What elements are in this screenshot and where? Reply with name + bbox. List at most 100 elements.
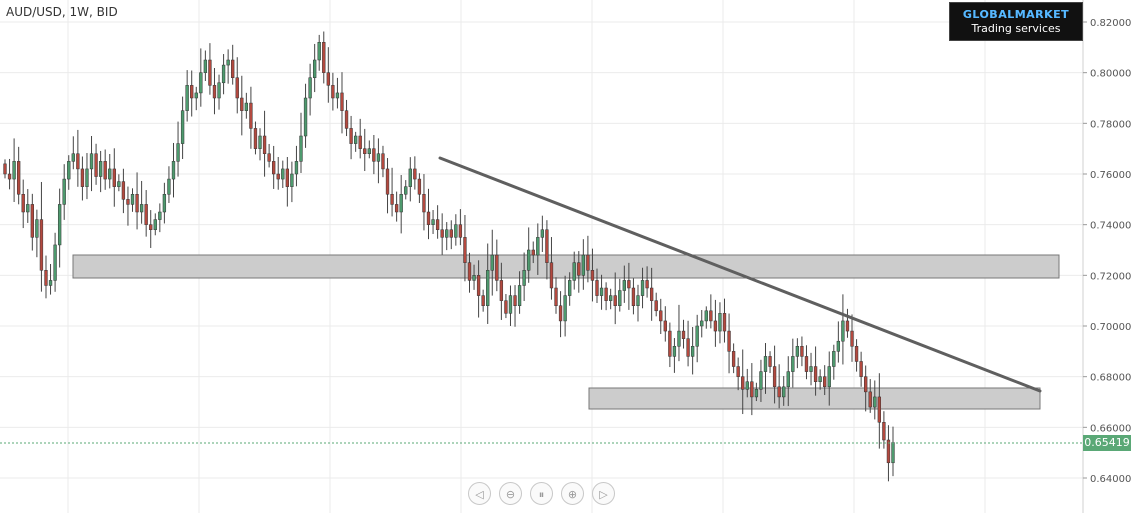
candle xyxy=(845,308,850,338)
candle xyxy=(85,153,89,200)
candle xyxy=(312,43,317,93)
candle xyxy=(57,188,62,268)
candle xyxy=(299,112,303,173)
candle xyxy=(267,143,271,168)
candle-body-bullish xyxy=(809,366,813,372)
candle-body-bearish xyxy=(463,237,467,263)
candle-body-bearish xyxy=(604,287,608,301)
candle-body-bullish xyxy=(53,244,57,281)
candle xyxy=(340,72,344,134)
candle-body-bearish xyxy=(595,280,599,296)
candle-body-bullish xyxy=(194,92,198,99)
candle-body-bullish xyxy=(704,310,708,322)
candle-body-bearish xyxy=(3,163,7,175)
candle xyxy=(695,314,699,363)
candle xyxy=(622,265,626,303)
candle-body-bearish xyxy=(586,254,590,271)
candle-body-bearish xyxy=(886,439,891,464)
candle xyxy=(139,180,144,224)
candle-body-bearish xyxy=(823,376,827,388)
candle xyxy=(727,313,731,374)
candle-body-bearish xyxy=(30,204,34,238)
candle-body-bearish xyxy=(554,287,558,306)
candle-body-bullish xyxy=(221,64,226,84)
candle-body-bearish xyxy=(121,181,126,200)
candle xyxy=(754,382,759,402)
candle-body-bullish xyxy=(836,340,841,352)
candle-body-bullish xyxy=(176,143,180,162)
y-axis-tick-label: 0.72000 xyxy=(1090,271,1131,282)
candle xyxy=(458,209,463,246)
candle xyxy=(44,255,48,299)
candle-body-bullish xyxy=(57,204,62,246)
candle xyxy=(440,213,444,255)
zoom-out-icon[interactable]: ⊖ xyxy=(499,482,522,505)
candle xyxy=(294,145,299,187)
candle-body-bullish xyxy=(180,110,185,144)
candle-body-bullish xyxy=(695,325,699,347)
candle xyxy=(649,267,654,321)
zoom-in-icon[interactable]: ⊕ xyxy=(561,482,584,505)
candle-body-bearish xyxy=(435,219,440,230)
scroll-right-icon[interactable]: ▷ xyxy=(592,482,615,505)
candle xyxy=(108,153,112,189)
candle-body-bearish xyxy=(285,168,290,187)
candle-body-bearish xyxy=(850,330,854,347)
candle-body-bullish xyxy=(517,285,522,306)
candle xyxy=(791,338,795,388)
candle-body-bearish xyxy=(649,287,654,301)
candle xyxy=(231,44,235,85)
candle-body-bearish xyxy=(854,346,859,362)
candle xyxy=(472,264,476,290)
y-axis-tick-label: 0.66000 xyxy=(1090,423,1131,434)
candle-body-bearish xyxy=(449,229,453,238)
candle-body-bearish xyxy=(590,270,595,281)
candle-body-bearish xyxy=(467,262,472,281)
candle xyxy=(372,134,376,175)
candle-body-bearish xyxy=(713,320,718,332)
candle-body-bullish xyxy=(568,280,572,296)
candle xyxy=(613,272,617,325)
candle-body-bearish xyxy=(440,229,444,238)
candle-body-bearish xyxy=(731,351,736,367)
candle-body-bearish xyxy=(645,280,649,289)
candle xyxy=(813,346,818,396)
candle-body-bullish xyxy=(754,389,759,398)
candle xyxy=(745,368,749,398)
candle-body-bullish xyxy=(130,194,135,205)
candle-body-bullish xyxy=(335,92,340,99)
candle-body-bullish xyxy=(399,194,403,213)
candle-body-bullish xyxy=(71,153,75,162)
candle xyxy=(426,188,431,240)
candle-body-bearish xyxy=(868,391,872,408)
y-axis-tick-label: 0.78000 xyxy=(1090,119,1131,130)
candle-body-bearish xyxy=(149,224,153,230)
reset-icon[interactable]: ⏸ xyxy=(530,482,553,505)
candle-body-bearish xyxy=(126,199,130,205)
candle xyxy=(736,357,740,391)
candle-body-bullish xyxy=(244,102,249,111)
scroll-left-icon[interactable]: ◁ xyxy=(468,482,491,505)
candle-body-bearish xyxy=(549,262,554,289)
candle xyxy=(158,203,162,233)
candle xyxy=(677,304,681,362)
candle-body-bearish xyxy=(16,161,21,195)
candle xyxy=(481,289,485,312)
candle xyxy=(80,156,85,201)
candle-body-bullish xyxy=(472,275,476,281)
candle xyxy=(572,251,576,290)
candle xyxy=(262,110,267,177)
candle-body-bullish xyxy=(303,97,308,137)
candle-body-bullish xyxy=(522,270,526,286)
candle-body-bullish xyxy=(158,211,162,220)
candle xyxy=(153,213,157,236)
candle xyxy=(12,138,16,202)
logo-subtitle: Trading services xyxy=(971,22,1061,35)
candle xyxy=(654,292,658,317)
candle xyxy=(290,161,294,203)
candle-body-bearish xyxy=(326,72,330,86)
candle-body-bullish xyxy=(217,82,221,99)
candle-body-bearish xyxy=(686,338,690,357)
